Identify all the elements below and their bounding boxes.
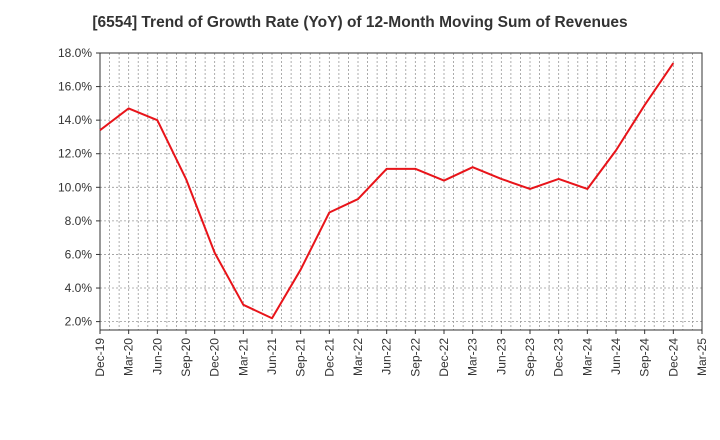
x-tick-label: Mar-24 <box>580 338 594 376</box>
y-tick-label: 4.0% <box>65 281 93 295</box>
x-tick-label: Jun-20 <box>150 338 164 375</box>
y-tick-label: 10.0% <box>58 180 92 194</box>
x-tick-label: Sep-22 <box>408 338 422 377</box>
x-tick-label: Jun-24 <box>609 338 623 375</box>
x-tick-label: Mar-20 <box>122 338 136 376</box>
plot-area <box>100 53 702 330</box>
x-tick-label: Dec-20 <box>208 338 222 377</box>
x-tick-label: Sep-20 <box>179 338 193 377</box>
x-tick-label: Mar-25 <box>695 338 709 376</box>
x-tick-label: Mar-23 <box>466 338 480 376</box>
x-tick-label: Dec-23 <box>552 338 566 377</box>
x-tick-label: Sep-24 <box>638 338 652 377</box>
y-tick-label: 12.0% <box>58 147 92 161</box>
x-tick-label: Mar-22 <box>351 338 365 376</box>
chart-title: [6554] Trend of Growth Rate (YoY) of 12-… <box>92 14 628 31</box>
x-tick-label: Dec-19 <box>93 338 107 377</box>
y-tick-label: 14.0% <box>58 113 92 127</box>
x-tick-label: Mar-21 <box>236 338 250 376</box>
plot-border <box>99 52 703 331</box>
x-tick-label: Jun-21 <box>265 338 279 375</box>
y-tick-label: 18.0% <box>58 46 92 60</box>
y-tick-label: 6.0% <box>65 247 93 261</box>
y-tick-label: 8.0% <box>65 214 93 228</box>
x-tick-label: Jun-22 <box>380 338 394 375</box>
x-tick-label: Jun-23 <box>494 338 508 375</box>
x-tick-label: Dec-22 <box>437 338 451 377</box>
x-tick-label: Sep-21 <box>294 338 308 377</box>
x-tick-label: Dec-21 <box>322 338 336 377</box>
y-tick-label: 2.0% <box>65 315 93 329</box>
x-tick-label: Dec-24 <box>666 338 680 377</box>
y-tick-label: 16.0% <box>58 80 92 94</box>
x-tick-label: Sep-23 <box>523 338 537 377</box>
